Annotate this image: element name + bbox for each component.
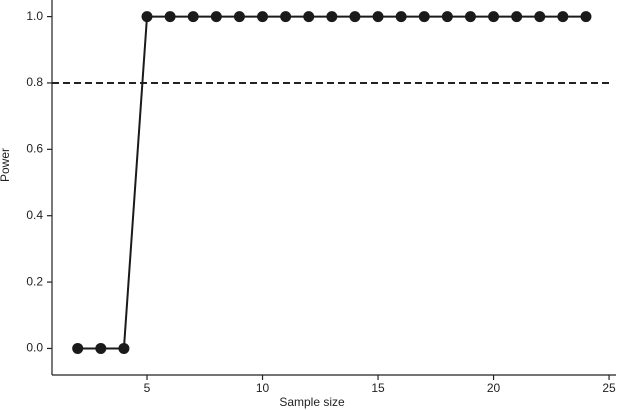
point: [280, 11, 292, 23]
point: [511, 11, 523, 23]
y-tick-label: 0.2: [26, 274, 43, 288]
point: [95, 342, 107, 354]
point: [233, 11, 245, 23]
x-tick-label: 20: [487, 381, 501, 395]
x-axis-label: Sample size: [279, 395, 345, 409]
point: [164, 11, 176, 23]
point: [141, 11, 153, 23]
point: [349, 11, 361, 23]
point: [187, 11, 199, 23]
y-tick-label: 1.0: [26, 9, 43, 23]
point: [464, 11, 476, 23]
series-line: [77, 15, 586, 350]
point: [257, 11, 269, 23]
point: [580, 11, 592, 23]
y-tick-label: 0.8: [26, 75, 43, 89]
point: [557, 11, 569, 23]
point: [534, 11, 546, 23]
point: [441, 11, 453, 23]
point: [118, 342, 130, 354]
point: [303, 11, 315, 23]
x-tick-label: 5: [144, 381, 151, 395]
x-tick-label: 10: [256, 381, 270, 395]
point: [488, 11, 500, 23]
y-tick-label: 0.0: [26, 341, 43, 355]
point: [72, 342, 84, 354]
y-axis-label: Power: [0, 148, 12, 182]
point: [395, 11, 407, 23]
point: [210, 11, 222, 23]
y-tick-label: 0.4: [26, 208, 43, 222]
x-tick-label: 25: [602, 381, 616, 395]
point: [418, 11, 430, 23]
point: [326, 11, 338, 23]
y-tick-label: 0.6: [26, 142, 43, 156]
x-tick-label: 15: [371, 381, 385, 395]
point: [372, 11, 384, 23]
